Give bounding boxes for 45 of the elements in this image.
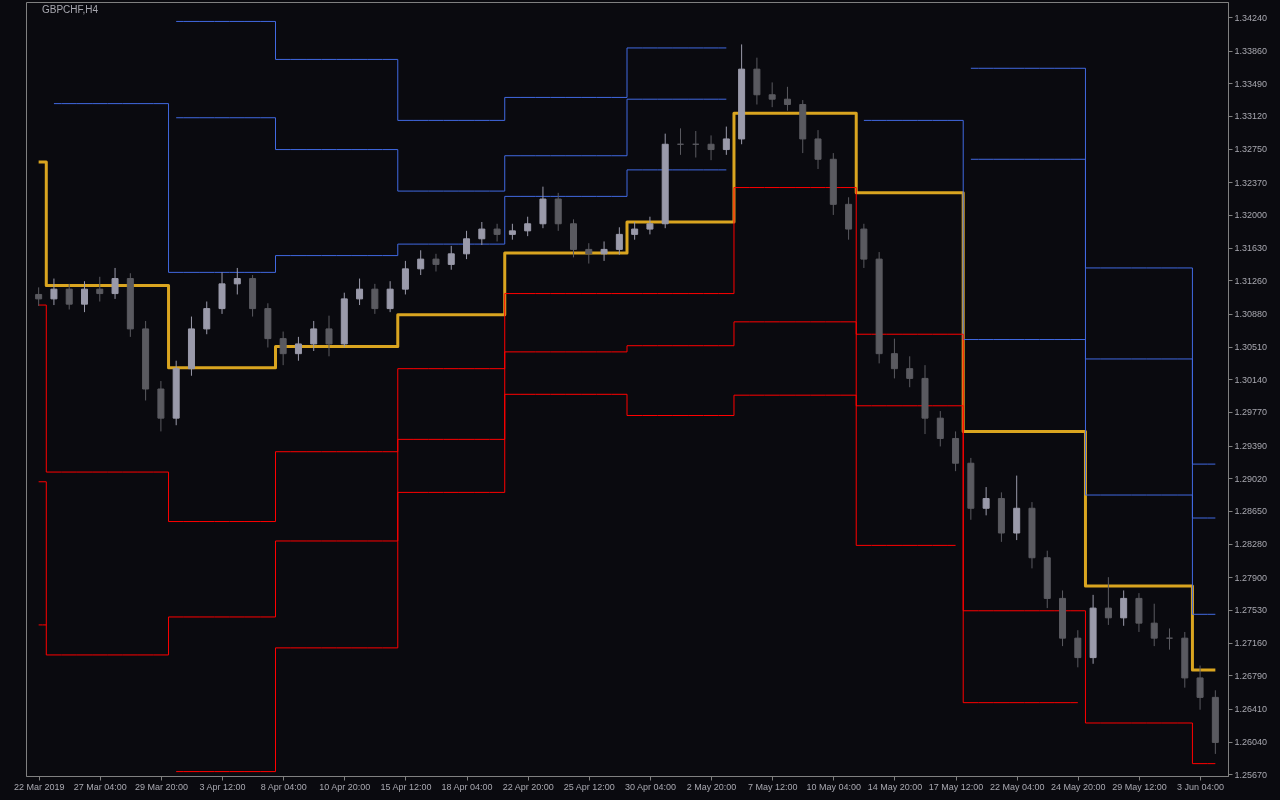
y-tick-label: 1.31630 <box>1234 243 1268 254</box>
y-tick-label: 1.27530 <box>1234 605 1268 616</box>
x-tick-label: 14 May 20:00 <box>867 781 923 792</box>
y-tick-label: 1.28650 <box>1234 506 1268 517</box>
y-tick-label: 1.25670 <box>1234 769 1268 780</box>
y-tick-label: 1.33860 <box>1234 46 1268 57</box>
x-tick-label: 29 May 12:00 <box>1112 781 1167 792</box>
y-tick-label: 1.32750 <box>1234 144 1268 155</box>
x-tick-label: 10 Apr 20:00 <box>319 781 371 792</box>
x-tick-label: 30 Apr 04:00 <box>624 781 676 792</box>
x-tick-label: 3 Jun 04:00 <box>1177 781 1225 792</box>
y-tick-label: 1.32370 <box>1234 177 1268 188</box>
y-tick-label: 1.26410 <box>1234 704 1268 715</box>
x-tick-label: 24 May 20:00 <box>1051 781 1106 792</box>
y-tick-label: 1.27900 <box>1234 572 1268 583</box>
x-tick-label: 10 May 04:00 <box>806 781 862 792</box>
y-tick-label: 1.31260 <box>1234 275 1268 286</box>
x-tick-label: 8 Apr 04:00 <box>260 781 307 792</box>
x-tick-label: 18 Apr 04:00 <box>441 781 493 792</box>
y-tick-label: 1.26790 <box>1234 670 1268 681</box>
y-tick-label: 1.29770 <box>1234 407 1268 418</box>
x-tick-label: 25 Apr 12:00 <box>563 781 615 792</box>
y-tick-label: 1.33490 <box>1234 78 1268 89</box>
chart-title: GBPCHF,H4 <box>42 4 99 15</box>
x-tick-label: 15 Apr 12:00 <box>380 781 432 792</box>
x-tick-label: 22 Mar 2019 <box>13 781 65 792</box>
y-tick-label: 1.30140 <box>1234 374 1268 385</box>
x-tick-label: 22 Apr 20:00 <box>502 781 554 792</box>
x-tick-label: 17 May 12:00 <box>928 781 984 792</box>
x-tick-label: 27 Mar 04:00 <box>73 781 127 792</box>
x-tick-label: 3 Apr 12:00 <box>199 781 246 792</box>
y-tick-label: 1.30510 <box>1234 342 1268 353</box>
y-tick-label: 1.27160 <box>1234 638 1268 649</box>
y-tick-label: 1.29390 <box>1234 441 1268 452</box>
x-tick-label: 29 Mar 20:00 <box>134 781 188 792</box>
y-tick-label: 1.30880 <box>1234 309 1268 320</box>
y-tick-label: 1.29020 <box>1234 473 1268 484</box>
y-tick-label: 1.28280 <box>1234 539 1268 550</box>
x-tick-label: 7 May 12:00 <box>747 781 798 792</box>
x-tick-label: 2 May 20:00 <box>686 781 737 792</box>
y-tick-label: 1.34240 <box>1234 12 1268 23</box>
x-tick-label: 22 May 04:00 <box>989 781 1045 792</box>
y-tick-label: 1.26040 <box>1234 737 1268 748</box>
y-tick-label: 1.33120 <box>1234 111 1268 122</box>
y-tick-label: 1.32000 <box>1234 210 1268 221</box>
